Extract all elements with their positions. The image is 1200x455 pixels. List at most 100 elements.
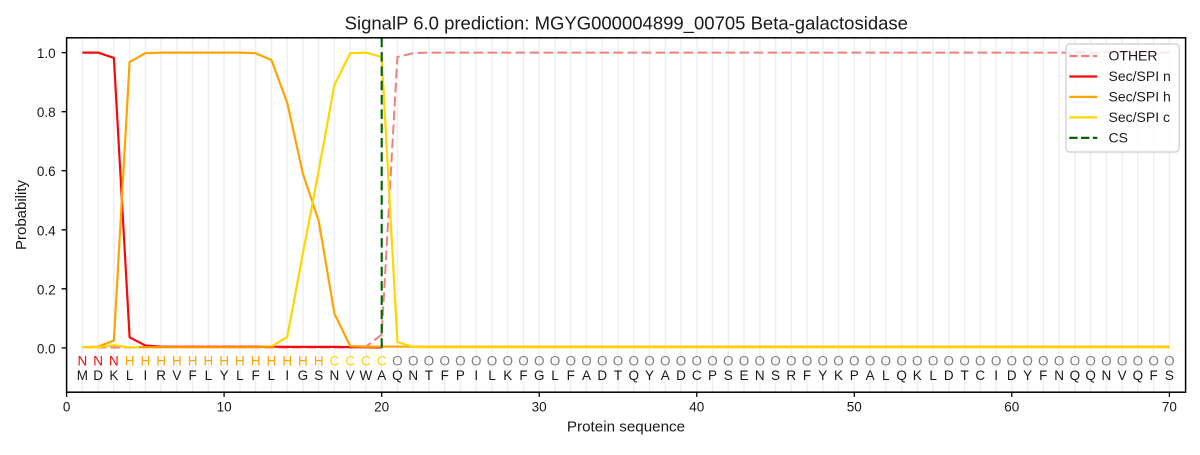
svg-text:E: E	[739, 368, 748, 383]
svg-text:O: O	[455, 353, 466, 368]
svg-text:G: G	[534, 368, 545, 383]
svg-text:N: N	[93, 353, 103, 368]
svg-text:I: I	[474, 368, 478, 383]
svg-text:30: 30	[532, 400, 547, 415]
svg-text:1.0: 1.0	[37, 46, 56, 61]
svg-text:V: V	[1118, 368, 1127, 383]
svg-text:H: H	[204, 353, 214, 368]
svg-text:H: H	[172, 353, 182, 368]
svg-text:O: O	[581, 353, 592, 368]
svg-text:O: O	[849, 353, 860, 368]
svg-text:70: 70	[1162, 400, 1177, 415]
svg-text:N: N	[1054, 368, 1064, 383]
svg-text:O: O	[896, 353, 907, 368]
svg-text:O: O	[676, 353, 687, 368]
svg-text:Q: Q	[896, 368, 907, 383]
svg-text:W: W	[360, 368, 373, 383]
svg-text:N: N	[78, 353, 88, 368]
svg-text:L: L	[488, 368, 496, 383]
svg-text:C: C	[377, 353, 387, 368]
svg-text:K: K	[503, 368, 512, 383]
svg-text:Y: Y	[645, 368, 654, 383]
svg-text:OTHER: OTHER	[1109, 47, 1158, 63]
svg-text:G: G	[298, 368, 309, 383]
svg-text:O: O	[1070, 353, 1081, 368]
svg-text:P: P	[850, 368, 859, 383]
svg-text:L: L	[882, 368, 890, 383]
svg-text:Y: Y	[818, 368, 827, 383]
svg-text:M: M	[77, 368, 88, 383]
svg-text:0.0: 0.0	[37, 341, 56, 356]
svg-text:C: C	[330, 353, 340, 368]
svg-text:O: O	[597, 353, 608, 368]
svg-text:F: F	[1039, 368, 1047, 383]
svg-text:Q: Q	[1133, 368, 1144, 383]
svg-text:0.4: 0.4	[37, 223, 56, 238]
svg-text:O: O	[723, 353, 734, 368]
svg-text:F: F	[567, 368, 575, 383]
svg-text:0: 0	[63, 400, 71, 415]
svg-text:V: V	[172, 368, 181, 383]
svg-text:H: H	[235, 353, 245, 368]
svg-text:S: S	[314, 368, 323, 383]
svg-text:O: O	[1038, 353, 1049, 368]
svg-text:O: O	[1148, 353, 1159, 368]
svg-text:10: 10	[217, 400, 232, 415]
svg-text:O: O	[628, 353, 639, 368]
svg-text:L: L	[551, 368, 559, 383]
svg-text:H: H	[314, 353, 324, 368]
svg-text:N: N	[1102, 368, 1112, 383]
svg-text:O: O	[487, 353, 498, 368]
svg-text:O: O	[1007, 353, 1018, 368]
svg-text:H: H	[156, 353, 166, 368]
svg-text:S: S	[724, 368, 733, 383]
svg-text:H: H	[282, 353, 292, 368]
svg-text:O: O	[786, 353, 797, 368]
svg-text:I: I	[144, 368, 148, 383]
svg-text:O: O	[755, 353, 766, 368]
svg-text:O: O	[392, 353, 403, 368]
svg-text:L: L	[268, 368, 276, 383]
svg-text:O: O	[1117, 353, 1128, 368]
svg-text:O: O	[739, 353, 750, 368]
svg-text:H: H	[219, 353, 229, 368]
svg-text:O: O	[944, 353, 955, 368]
svg-text:Probability: Probability	[13, 179, 30, 250]
svg-text:O: O	[408, 353, 419, 368]
svg-text:N: N	[755, 368, 765, 383]
svg-text:60: 60	[1004, 400, 1019, 415]
svg-text:N: N	[109, 353, 119, 368]
svg-text:R: R	[156, 368, 166, 383]
svg-text:S: S	[1165, 368, 1174, 383]
svg-text:D: D	[93, 368, 103, 383]
svg-text:F: F	[188, 368, 196, 383]
svg-text:C: C	[361, 353, 371, 368]
svg-text:I: I	[994, 368, 998, 383]
svg-text:K: K	[109, 368, 118, 383]
svg-text:R: R	[786, 368, 796, 383]
svg-text:O: O	[865, 353, 876, 368]
svg-text:O: O	[975, 353, 986, 368]
svg-text:O: O	[1133, 353, 1144, 368]
svg-text:O: O	[1101, 353, 1112, 368]
svg-text:O: O	[928, 353, 939, 368]
svg-text:O: O	[707, 353, 718, 368]
svg-text:O: O	[991, 353, 1002, 368]
svg-text:Q: Q	[392, 368, 403, 383]
svg-text:N: N	[408, 368, 418, 383]
svg-text:Q: Q	[628, 368, 639, 383]
svg-text:O: O	[565, 353, 576, 368]
svg-text:50: 50	[847, 400, 862, 415]
svg-text:O: O	[802, 353, 813, 368]
svg-text:L: L	[929, 368, 937, 383]
svg-text:Sec/SPI c: Sec/SPI c	[1109, 109, 1170, 125]
svg-text:O: O	[1085, 353, 1096, 368]
svg-text:K: K	[913, 368, 922, 383]
svg-text:D: D	[944, 368, 954, 383]
svg-text:H: H	[267, 353, 277, 368]
svg-text:O: O	[550, 353, 561, 368]
svg-text:H: H	[141, 353, 151, 368]
svg-text:A: A	[377, 368, 386, 383]
svg-text:0.8: 0.8	[37, 105, 56, 120]
svg-text:Sec/SPI n: Sec/SPI n	[1109, 68, 1171, 84]
